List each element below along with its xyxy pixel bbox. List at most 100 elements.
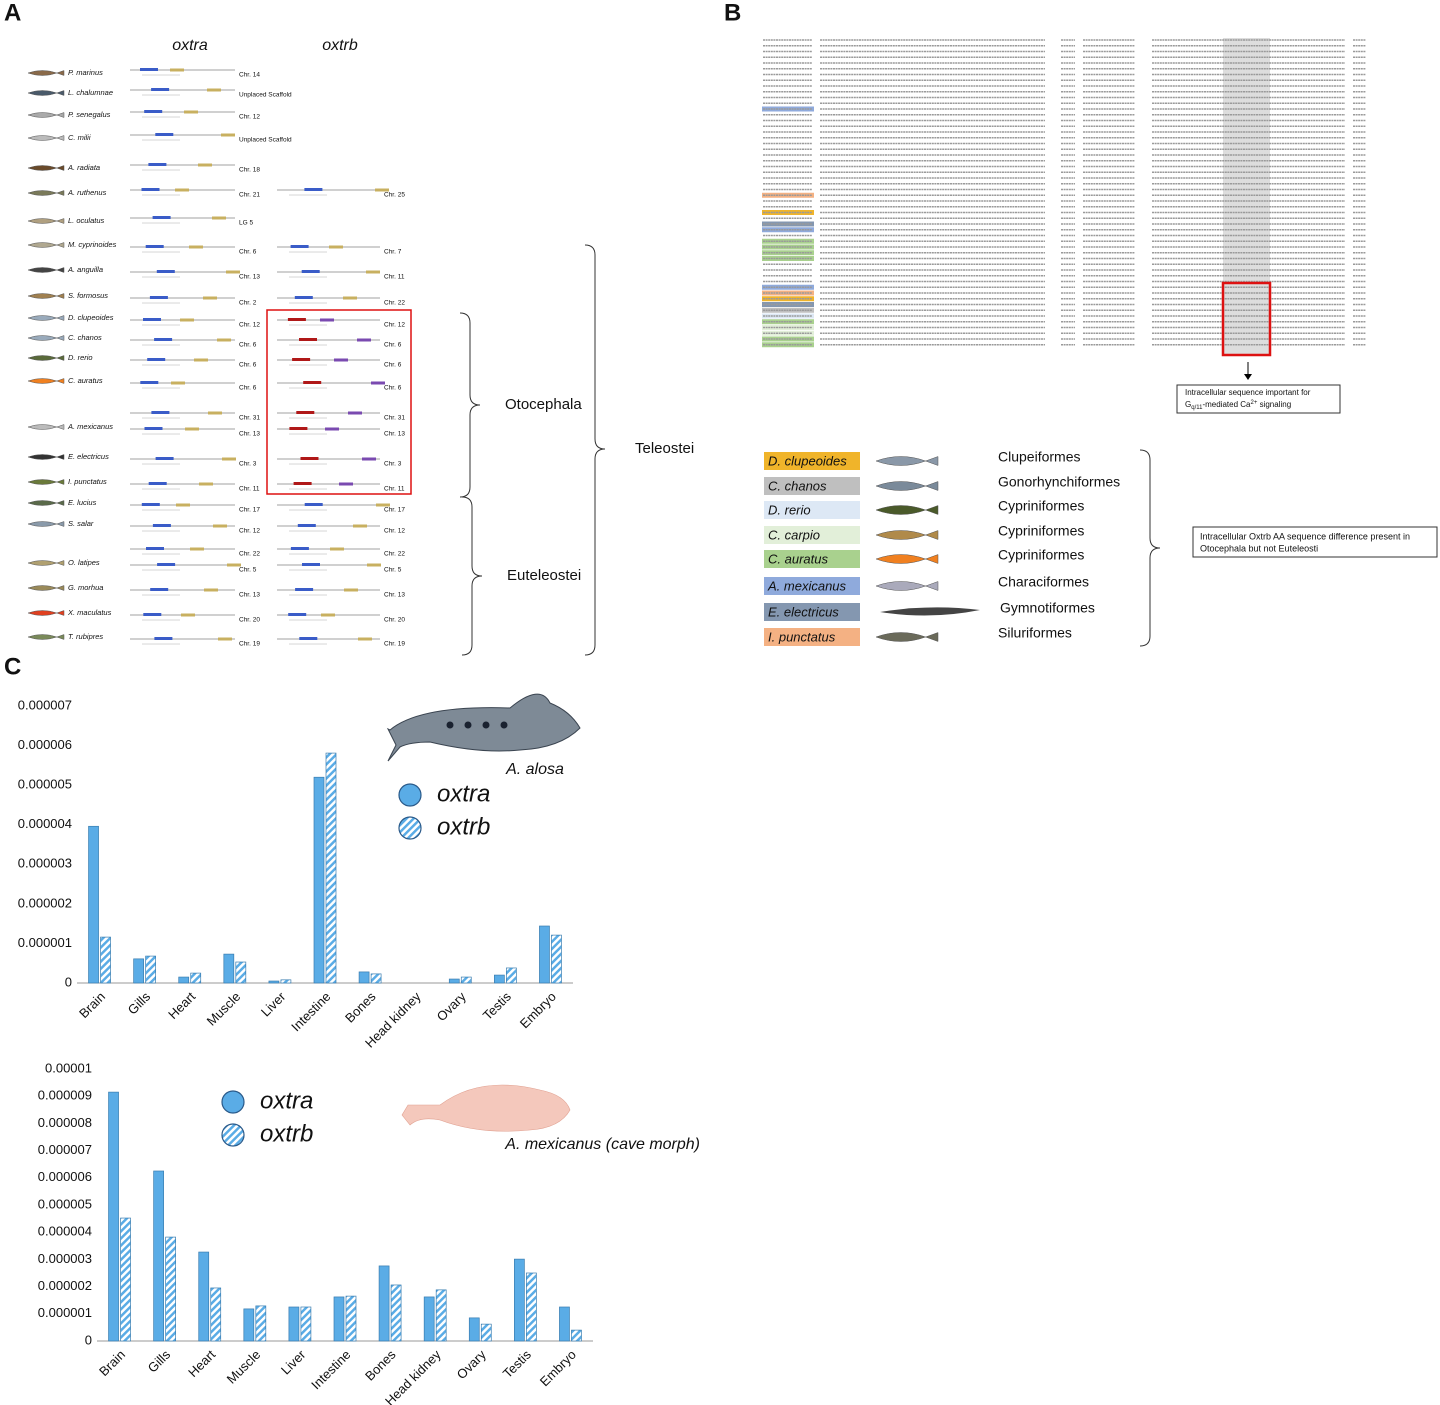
chromosome-label: Chr. 6	[384, 362, 402, 369]
fish-spot	[482, 721, 490, 729]
gene-box	[170, 68, 184, 72]
chromosome-label: Chr. 31	[239, 415, 260, 422]
column-header: oxtra	[172, 37, 208, 54]
species-name: A. ruthenus	[67, 188, 107, 197]
fish-icon	[27, 70, 65, 76]
chromosome-label: Chr. 22	[239, 551, 260, 558]
species-name: I. punctatus	[68, 477, 107, 486]
column-header: oxtrb	[322, 37, 358, 54]
fish-icon	[875, 632, 939, 642]
fish-icon	[27, 335, 65, 341]
note-text: Otocephala but not Euteleosti	[1200, 543, 1318, 553]
bracket	[459, 312, 481, 498]
species-name: D. clupeoides	[68, 313, 114, 322]
gene-box	[287, 318, 306, 321]
chromosome-label: Chr. 6	[239, 362, 257, 369]
x-tick-label: Ovary	[454, 1347, 489, 1382]
gene-box	[290, 547, 309, 550]
species-box	[764, 550, 860, 568]
order-name: Clupeiformes	[998, 449, 1080, 465]
x-tick-label: Ovary	[434, 989, 469, 1024]
order-name: Gonorhynchiformes	[998, 474, 1120, 490]
gene-box	[334, 358, 348, 362]
species-name: E. electricus	[768, 604, 839, 619]
species-name: P. senegalus	[68, 110, 111, 119]
chromosome-label: Chr. 13	[384, 592, 405, 599]
chromosome-label: Chr. 17	[384, 507, 405, 514]
fish-spot	[500, 721, 508, 729]
fish-icon	[27, 112, 65, 118]
x-tick-label: Muscle	[224, 1347, 264, 1387]
note-box	[1176, 384, 1341, 414]
fish-icon	[27, 479, 65, 485]
gene-box	[143, 318, 161, 321]
gene-box	[207, 88, 221, 92]
bar	[88, 825, 99, 984]
bar	[448, 978, 460, 984]
chromosome-label: Chr. 13	[239, 592, 260, 599]
chromosome-label: Chr. 12	[384, 322, 405, 329]
bar	[223, 953, 235, 984]
species-name: A. anguilla	[67, 265, 103, 274]
chromosome-label: Chr. 13	[384, 431, 405, 438]
x-tick-label: Embryo	[517, 989, 559, 1031]
note-text: -mediated Ca	[1202, 400, 1251, 409]
fish-icon	[27, 378, 65, 384]
panel-label: A	[4, 0, 21, 26]
gene-box	[140, 381, 159, 384]
gene-box	[141, 188, 160, 191]
fish-icon	[27, 267, 65, 273]
chromosome-label: Chr. 3	[384, 461, 402, 468]
annotation: A. mexicanus (cave morph)	[504, 1136, 700, 1153]
gene-box	[289, 427, 308, 430]
gene-box	[304, 503, 323, 506]
y-tick-label: 0.000008	[38, 1115, 92, 1130]
chromosome-label: Chr. 14	[239, 72, 260, 79]
chromosome-label: Chr. 11	[384, 486, 405, 493]
y-tick-label: 0	[85, 1332, 92, 1347]
fish-icon	[27, 521, 65, 527]
gene-box	[184, 110, 198, 114]
gene-box	[297, 524, 316, 527]
x-tick-label: Intestine	[308, 1347, 353, 1392]
alignment	[762, 38, 1366, 355]
bar	[313, 776, 325, 984]
gene-box	[140, 68, 158, 71]
gene-box	[375, 188, 389, 192]
gene-box	[171, 381, 185, 385]
bar	[571, 1329, 582, 1342]
gene-box	[358, 637, 372, 641]
note-text: G	[1185, 400, 1191, 409]
bar	[468, 1317, 480, 1342]
bracket	[1139, 449, 1161, 647]
bracket	[461, 496, 483, 656]
bar	[153, 1170, 164, 1342]
y-tick-label: 0.000005	[38, 1196, 92, 1211]
note-text: 2+	[1251, 400, 1258, 406]
bracket	[584, 244, 606, 656]
bar	[460, 976, 472, 984]
gene-box	[189, 245, 203, 249]
gene-box	[149, 296, 168, 299]
chromosome-label: Chr. 6	[384, 342, 402, 349]
chromosome-label: Chr. 11	[239, 486, 260, 493]
chromosome-label: Unplaced Scaffold	[239, 92, 292, 99]
species-name: D. rerio	[68, 353, 93, 362]
chromosome-label: Chr. 25	[384, 192, 405, 199]
species-name: D. rerio	[768, 502, 811, 517]
fish-icon	[27, 355, 65, 361]
annotation: A. alosa	[505, 761, 564, 778]
y-tick-label: 0.000007	[18, 697, 72, 712]
chromosome-label: Chr. 13	[239, 274, 260, 281]
gene-box	[325, 427, 339, 431]
fish-icon	[27, 242, 65, 248]
gene-box	[148, 163, 167, 166]
note-text: q/11	[1191, 405, 1203, 411]
x-tick-label: Intestine	[288, 989, 333, 1034]
species-name: A. mexicanus	[67, 422, 113, 431]
y-tick-label: 0.000002	[38, 1278, 92, 1293]
y-tick-label: 0.000001	[18, 935, 72, 950]
species-name: A. radiata	[67, 163, 100, 172]
y-tick-label: 0.000003	[18, 856, 72, 871]
fish-spot	[446, 721, 454, 729]
